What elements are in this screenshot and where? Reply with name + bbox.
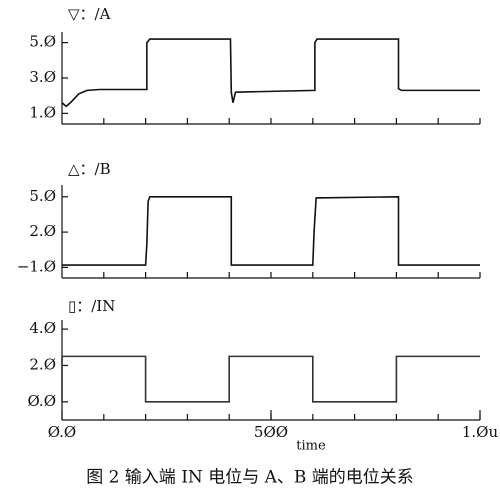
- y-tick-label: 1.Ø: [29, 103, 56, 121]
- y-tick-label: 2.Ø: [29, 222, 56, 240]
- panel-title: ▽：/A: [68, 5, 111, 23]
- y-tick-label: 4.Ø: [29, 319, 56, 337]
- panel-title: ▯：/IN: [68, 297, 115, 315]
- y-tick-label: −1.Ø: [17, 257, 56, 275]
- x-tick-label: 5ØØ: [254, 423, 288, 441]
- y-tick-label: 3.Ø: [29, 68, 56, 86]
- panel-title: △：/B: [68, 160, 111, 178]
- waveform: [61, 38, 480, 108]
- x-axis-label: time: [296, 439, 326, 454]
- y-tick-label: 5.Ø: [29, 187, 56, 205]
- waveform: [62, 195, 480, 266]
- y-tick-label: 5.Ø: [29, 33, 56, 51]
- y-tick-label: Ø.Ø: [28, 392, 56, 410]
- waveform: [61, 355, 480, 403]
- x-tick-label: 1.Øu: [462, 423, 499, 441]
- x-tick-label: Ø.Ø: [48, 423, 76, 441]
- y-tick-label: 2.Ø: [29, 355, 56, 373]
- caption: 图 2 输入端 IN 电位与 A、B 端的电位关系: [86, 468, 414, 488]
